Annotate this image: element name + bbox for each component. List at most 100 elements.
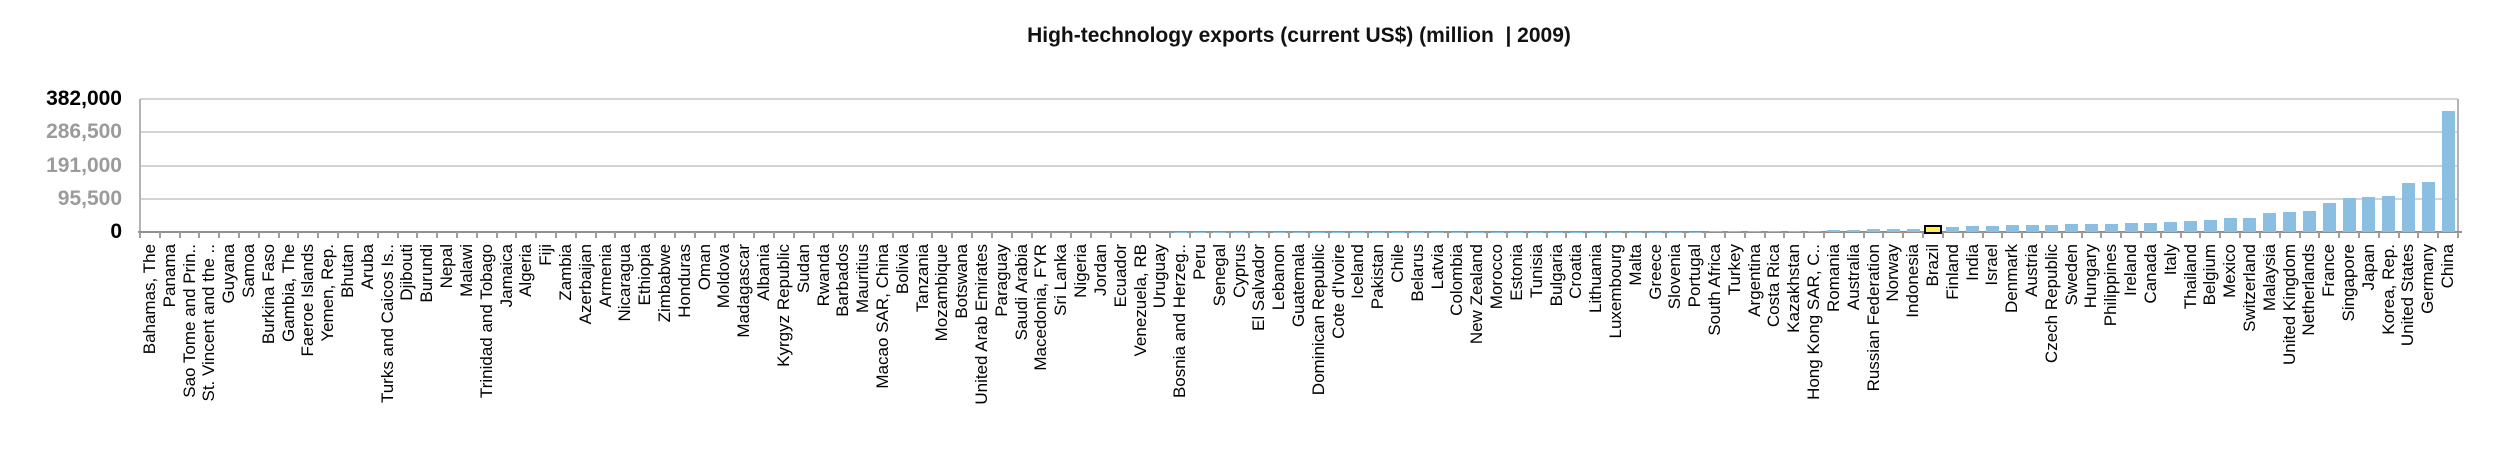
x-axis-tick bbox=[1882, 232, 1885, 238]
x-axis-tick bbox=[1961, 232, 1964, 238]
bar-Singapore[interactable] bbox=[2342, 198, 2356, 232]
bar-Thailand[interactable] bbox=[2184, 221, 2198, 232]
bar-United Kingdom[interactable] bbox=[2283, 211, 2297, 232]
bar-Germany[interactable] bbox=[2421, 182, 2435, 232]
y-tick-label: 191,000 bbox=[46, 153, 122, 177]
x-axis-tick bbox=[1228, 232, 1231, 238]
bar-Argentina[interactable] bbox=[1748, 231, 1762, 232]
bar-Finland[interactable] bbox=[1946, 226, 1960, 232]
bar-Australia[interactable] bbox=[1847, 229, 1861, 232]
x-axis-tick bbox=[1050, 232, 1053, 238]
x-axis-tick bbox=[2080, 232, 2083, 238]
x-axis-tick bbox=[555, 232, 558, 238]
bar-Mexico[interactable] bbox=[2223, 218, 2237, 232]
bar-China[interactable] bbox=[2441, 110, 2455, 232]
x-axis-tick bbox=[1169, 232, 1172, 238]
bar-Hungary[interactable] bbox=[2084, 224, 2098, 232]
bar-Austria[interactable] bbox=[2025, 225, 2039, 232]
x-axis-tick bbox=[1307, 232, 1310, 238]
bar-South Africa[interactable] bbox=[1708, 231, 1722, 232]
bar-United States[interactable] bbox=[2401, 182, 2415, 232]
y-tick-label: 0 bbox=[110, 220, 122, 243]
bar-Switzerland[interactable] bbox=[2243, 217, 2257, 232]
x-axis-tick bbox=[2001, 232, 2004, 238]
bar-Norway[interactable] bbox=[1886, 228, 1900, 232]
bar-France[interactable] bbox=[2322, 202, 2336, 232]
bar-Canada[interactable] bbox=[2144, 222, 2158, 232]
x-axis-tick bbox=[2357, 232, 2360, 238]
x-axis-tick bbox=[1941, 232, 1944, 238]
x-axis-tick bbox=[2199, 232, 2202, 238]
x-axis-tick bbox=[495, 232, 498, 238]
bar-Turkey[interactable] bbox=[1728, 231, 1742, 232]
x-axis-tick bbox=[2457, 232, 2459, 238]
x-axis-tick bbox=[931, 232, 934, 238]
x-axis-tick bbox=[1842, 232, 1845, 238]
x-axis-tick bbox=[1466, 232, 1469, 238]
x-axis-tick bbox=[2258, 232, 2261, 238]
x-axis-tick bbox=[1545, 232, 1548, 238]
x-axis-tick bbox=[1486, 232, 1489, 238]
x-axis-tick bbox=[1763, 232, 1766, 238]
bar-India[interactable] bbox=[1966, 226, 1980, 232]
bar-Kazakhstan[interactable] bbox=[1787, 231, 1801, 232]
gridline bbox=[140, 98, 2458, 100]
x-axis-tick bbox=[1981, 232, 1984, 238]
x-axis-tick bbox=[713, 232, 716, 238]
x-axis-tick bbox=[1823, 232, 1826, 238]
x-axis-tick bbox=[515, 232, 518, 238]
x-axis-tick bbox=[337, 232, 340, 238]
bar-Sweden[interactable] bbox=[2065, 224, 2079, 232]
bar-Indonesia[interactable] bbox=[1906, 228, 1920, 232]
bar-Belgium[interactable] bbox=[2203, 220, 2217, 232]
bar-Costa Rica[interactable] bbox=[1767, 231, 1781, 232]
bar-Czech Republic[interactable] bbox=[2045, 224, 2059, 232]
x-axis-tick bbox=[376, 232, 379, 238]
x-axis-tick bbox=[1189, 232, 1192, 238]
bar-Brazil-highlighted[interactable] bbox=[1923, 225, 1942, 234]
bar-Hong Kong SAR, C..[interactable] bbox=[1807, 230, 1821, 232]
bar-Italy[interactable] bbox=[2164, 222, 2178, 232]
x-axis-tick bbox=[1605, 232, 1608, 238]
x-axis-tick bbox=[772, 232, 775, 238]
x-axis-tick bbox=[2159, 232, 2162, 238]
x-axis-tick bbox=[2179, 232, 2182, 238]
x-axis-line bbox=[138, 231, 2462, 233]
x-axis-tick bbox=[2437, 232, 2440, 238]
x-axis-tick bbox=[455, 232, 458, 238]
x-axis-tick bbox=[634, 232, 637, 238]
x-axis-tick bbox=[1704, 232, 1707, 238]
x-axis-tick bbox=[614, 232, 617, 238]
y-axis-line bbox=[139, 99, 141, 238]
x-axis-tick bbox=[872, 232, 875, 238]
x-axis-tick bbox=[1525, 232, 1528, 238]
bar-Israel[interactable] bbox=[1985, 225, 1999, 232]
x-axis-tick bbox=[535, 232, 538, 238]
bar-Russian Federation[interactable] bbox=[1867, 229, 1881, 232]
bar-Netherlands[interactable] bbox=[2302, 210, 2316, 232]
x-axis-tick bbox=[911, 232, 914, 238]
bar-Romania[interactable] bbox=[1827, 230, 1841, 232]
x-axis-tick bbox=[1406, 232, 1409, 238]
x-axis-tick bbox=[1684, 232, 1687, 238]
y-tick-label: 95,500 bbox=[57, 186, 122, 210]
x-axis-tick bbox=[2140, 232, 2142, 238]
bar-Ireland[interactable] bbox=[2124, 223, 2138, 232]
x-axis-tick bbox=[2338, 232, 2341, 238]
x-axis-tick bbox=[2040, 232, 2043, 238]
x-axis-tick bbox=[1070, 232, 1073, 238]
bar-Japan[interactable] bbox=[2362, 197, 2376, 232]
x-axis-tick bbox=[971, 232, 974, 238]
bar-Malaysia[interactable] bbox=[2263, 213, 2277, 232]
bar-Philippines[interactable] bbox=[2104, 223, 2118, 232]
x-axis-tick bbox=[2397, 232, 2400, 238]
bar-Denmark[interactable] bbox=[2005, 225, 2019, 232]
x-axis-tick bbox=[297, 232, 300, 238]
x-axis-tick bbox=[2021, 232, 2024, 238]
x-axis-tick bbox=[2239, 232, 2242, 238]
x-axis-tick bbox=[198, 232, 201, 238]
bar-Korea, Rep.[interactable] bbox=[2382, 195, 2396, 232]
x-axis-tick bbox=[1030, 232, 1033, 238]
x-axis-tick bbox=[1862, 232, 1865, 238]
x-axis-tick bbox=[1268, 232, 1271, 238]
